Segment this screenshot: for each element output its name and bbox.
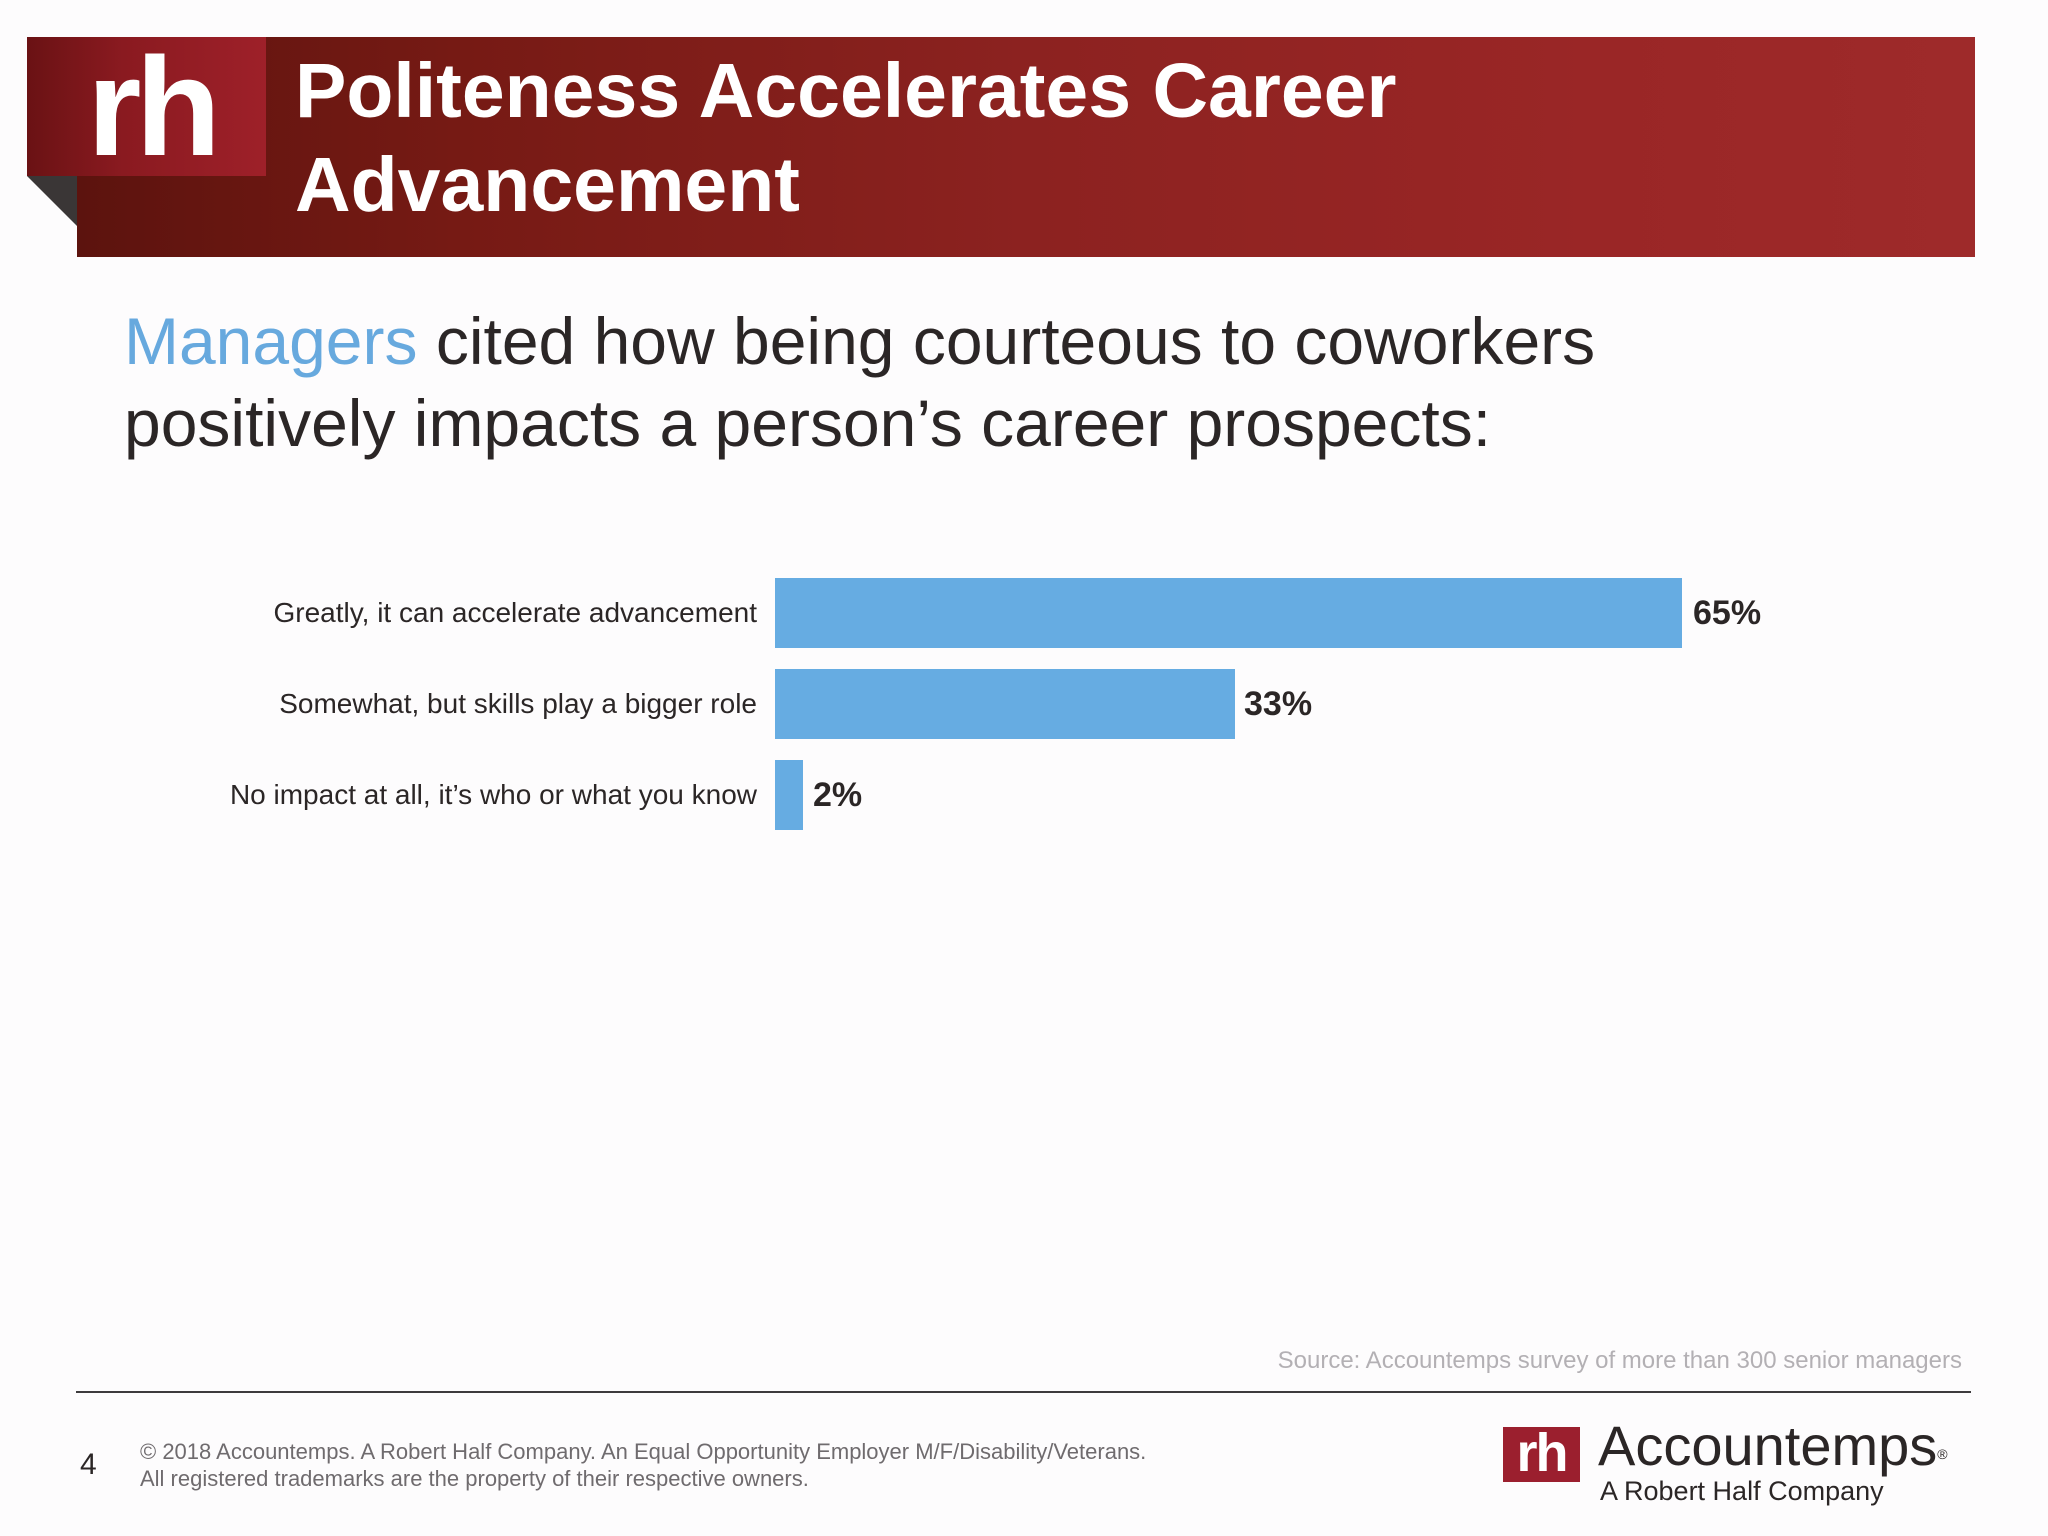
brand-name: Accountemps: [1598, 1414, 1938, 1477]
subtitle: Managers cited how being courteous to co…: [124, 300, 1924, 464]
title-line-2: Advancement: [295, 142, 800, 228]
footer-rh-logo: rh: [1503, 1426, 1580, 1482]
bar-no-impact: [775, 760, 803, 830]
banner-fold-shadow: [27, 176, 77, 226]
bar-greatly: [775, 578, 1682, 648]
copyright-notice: © 2018 Accountemps. A Robert Half Compan…: [140, 1438, 1146, 1492]
category-label: Greatly, it can accelerate advancement: [273, 597, 757, 628]
category-label: Somewhat, but skills play a bigger role: [279, 688, 757, 719]
bar-somewhat: [775, 669, 1235, 739]
source-note: Source: Accountemps survey of more than …: [1277, 1347, 1962, 1374]
bar-value-label: 65%: [1693, 594, 1762, 632]
bar-value-label: 2%: [813, 776, 863, 814]
robert-half-logo: rh: [27, 37, 266, 177]
accountemps-logo-text: Accountemps®: [1598, 1418, 1948, 1474]
copyright-line-2: All registered trademarks are the proper…: [140, 1466, 809, 1491]
subtitle-line-1-rest: cited how being courteous to coworkers: [417, 304, 1596, 378]
copyright-line-1: © 2018 Accountemps. A Robert Half Compan…: [140, 1439, 1147, 1464]
subtitle-line-1: Managers cited how being courteous to co…: [124, 300, 1924, 382]
brand-tagline: A Robert Half Company: [1600, 1476, 1884, 1506]
page-title: Politeness Accelerates Career Advancemen…: [295, 44, 1895, 232]
page-number: 4: [80, 1448, 97, 1481]
registered-mark-icon: ®: [1937, 1446, 1948, 1462]
title-banner: [77, 37, 1975, 257]
category-label: No impact at all, it’s who or what you k…: [229, 779, 757, 810]
logo-text: rh: [87, 28, 221, 185]
subtitle-accent-word: Managers: [124, 304, 418, 378]
subtitle-line-2: positively impacts a person’s career pro…: [124, 386, 1492, 460]
bar-value-label: 33%: [1244, 685, 1313, 723]
footer-divider: [76, 1391, 1971, 1393]
title-line-1: Politeness Accelerates Career: [295, 48, 1397, 134]
